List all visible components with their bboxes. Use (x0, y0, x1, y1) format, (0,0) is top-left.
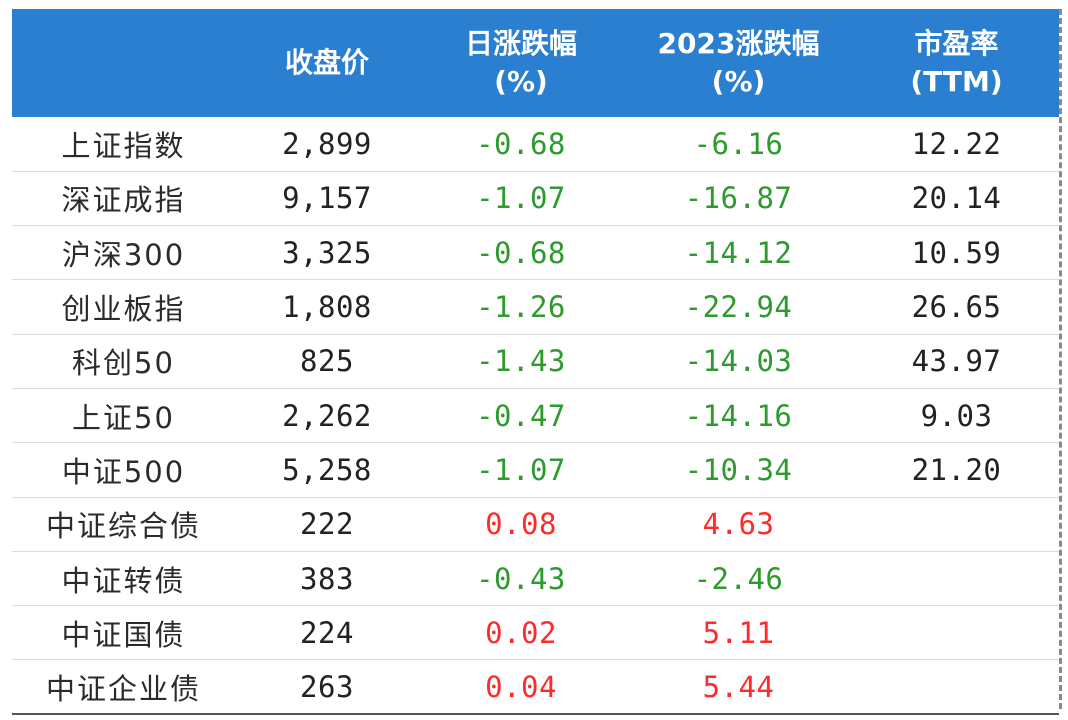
pe-ratio-cell: 9.03 (920, 398, 993, 433)
day-change-cell: 0.02 (485, 615, 557, 650)
header-ytd-change: 2023涨跌幅 (%) (623, 9, 854, 117)
header-row: 收盘价 日涨跌幅 (%) 2023涨跌幅 (%) 市盈率 (TTM) (12, 9, 1059, 117)
table-right-border (1059, 9, 1062, 709)
index-name-cell: 科创50 (72, 346, 175, 381)
pe-ratio-cell (854, 660, 1059, 714)
close-price-cell: 222 (300, 507, 354, 542)
ytd-change-cell: -22.94 (684, 290, 793, 325)
day-change-cell: -0.68 (476, 126, 566, 161)
pe-ratio-cell: 10.59 (911, 235, 1002, 270)
header-ytd-change-label: 2023涨跌幅 (657, 27, 820, 60)
day-change-cell: 0.04 (485, 669, 557, 704)
close-price-cell: 9,157 (282, 181, 372, 216)
close-price-cell: 3,325 (282, 235, 372, 270)
day-change-cell: -1.26 (476, 290, 566, 325)
table-row: 中证国债 224 0.02 5.11 (12, 606, 1059, 660)
ytd-change-cell: 5.11 (702, 615, 775, 650)
index-name-cell: 沪深300 (61, 237, 186, 272)
header-pe-ratio-unit: (TTM) (910, 65, 1003, 98)
pe-ratio-cell: 26.65 (911, 290, 1002, 325)
ytd-change-cell: 4.63 (702, 507, 775, 542)
index-name-cell: 中证500 (61, 454, 186, 489)
day-change-cell: -1.07 (476, 452, 566, 487)
ytd-change-cell: -14.03 (684, 344, 793, 379)
header-pe-ratio-label: 市盈率 (914, 27, 999, 60)
ytd-change-cell: -14.16 (684, 398, 793, 433)
ytd-change-cell: -2.46 (693, 561, 784, 596)
header-pe-ratio: 市盈率 (TTM) (854, 9, 1059, 117)
close-price-cell: 224 (300, 615, 354, 650)
day-change-cell: -0.47 (476, 398, 566, 433)
table-row: 中证转债 383 -0.43 -2.46 (12, 551, 1059, 606)
index-name-cell: 中证企业债 (45, 671, 201, 706)
header-ytd-change-unit: (%) (711, 65, 766, 98)
day-change-cell: -1.43 (476, 344, 566, 379)
ytd-change-cell: -14.12 (684, 235, 793, 270)
close-price-cell: 2,262 (282, 398, 372, 433)
index-name-cell: 中证综合债 (45, 509, 201, 544)
header-close-price: 收盘价 (235, 9, 419, 117)
close-price-cell: 5,258 (282, 452, 372, 487)
header-close-price-label: 收盘价 (284, 46, 369, 79)
header-day-change-unit: (%) (494, 65, 548, 98)
pe-ratio-cell (854, 606, 1059, 660)
index-name-cell: 创业板指 (61, 292, 186, 327)
header-index-name (12, 9, 235, 117)
ytd-change-cell: -10.34 (684, 452, 793, 487)
day-change-cell: -1.07 (476, 181, 566, 216)
table-row: 科创50 825 -1.43 -14.03 43.97 (12, 334, 1059, 389)
ytd-change-cell: 5.44 (702, 669, 775, 704)
day-change-cell: -0.68 (476, 235, 566, 270)
ytd-change-cell: -6.16 (693, 126, 784, 161)
pe-ratio-cell: 21.20 (911, 452, 1002, 487)
pe-ratio-cell: 12.22 (911, 126, 1002, 161)
table-row: 中证综合债 222 0.08 4.63 (12, 497, 1059, 552)
index-name-cell: 深证成指 (61, 183, 186, 218)
index-name-cell: 中证国债 (61, 617, 186, 652)
day-change-cell: -0.43 (476, 561, 566, 596)
table-row: 深证成指 9,157 -1.07 -16.87 20.14 (12, 171, 1059, 226)
index-name-cell: 上证指数 (61, 128, 186, 163)
pe-ratio-cell: 43.97 (911, 344, 1002, 379)
table-row: 中证企业债 263 0.04 5.44 (12, 660, 1059, 715)
market-summary-table: 收盘价 日涨跌幅 (%) 2023涨跌幅 (%) 市盈率 (TTM) 上证指数 2… (12, 9, 1059, 715)
close-price-cell: 2,899 (282, 126, 372, 161)
index-name-cell: 中证转债 (61, 563, 186, 598)
table-row: 创业板指 1,808 -1.26 -22.94 26.65 (12, 280, 1059, 335)
header-day-change-label: 日涨跌幅 (464, 27, 577, 60)
close-price-cell: 1,808 (282, 290, 372, 325)
close-price-cell: 263 (300, 669, 354, 704)
table-body: 上证指数 2,899 -0.68 -6.16 12.22 深证成指 9,157 -1.07 -1… (12, 117, 1059, 715)
table-row: 中证500 5,258 -1.07 -10.34 21.20 (12, 443, 1059, 498)
pe-ratio-cell (854, 497, 1059, 551)
ytd-change-cell: -16.87 (684, 181, 793, 216)
pe-ratio-cell (854, 551, 1059, 605)
table-row: 上证指数 2,899 -0.68 -6.16 12.22 (12, 117, 1059, 172)
day-change-cell: 0.08 (485, 507, 557, 542)
close-price-cell: 825 (300, 344, 354, 379)
table-row: 沪深300 3,325 -0.68 -14.12 10.59 (12, 226, 1059, 280)
pe-ratio-cell: 20.14 (911, 181, 1002, 216)
table-row: 上证50 2,262 -0.47 -14.16 9.03 (12, 388, 1059, 443)
close-price-cell: 383 (300, 561, 354, 596)
header-day-change: 日涨跌幅 (%) (419, 9, 623, 117)
table-header: 收盘价 日涨跌幅 (%) 2023涨跌幅 (%) 市盈率 (TTM) (12, 9, 1059, 117)
index-name-cell: 上证50 (72, 400, 175, 435)
